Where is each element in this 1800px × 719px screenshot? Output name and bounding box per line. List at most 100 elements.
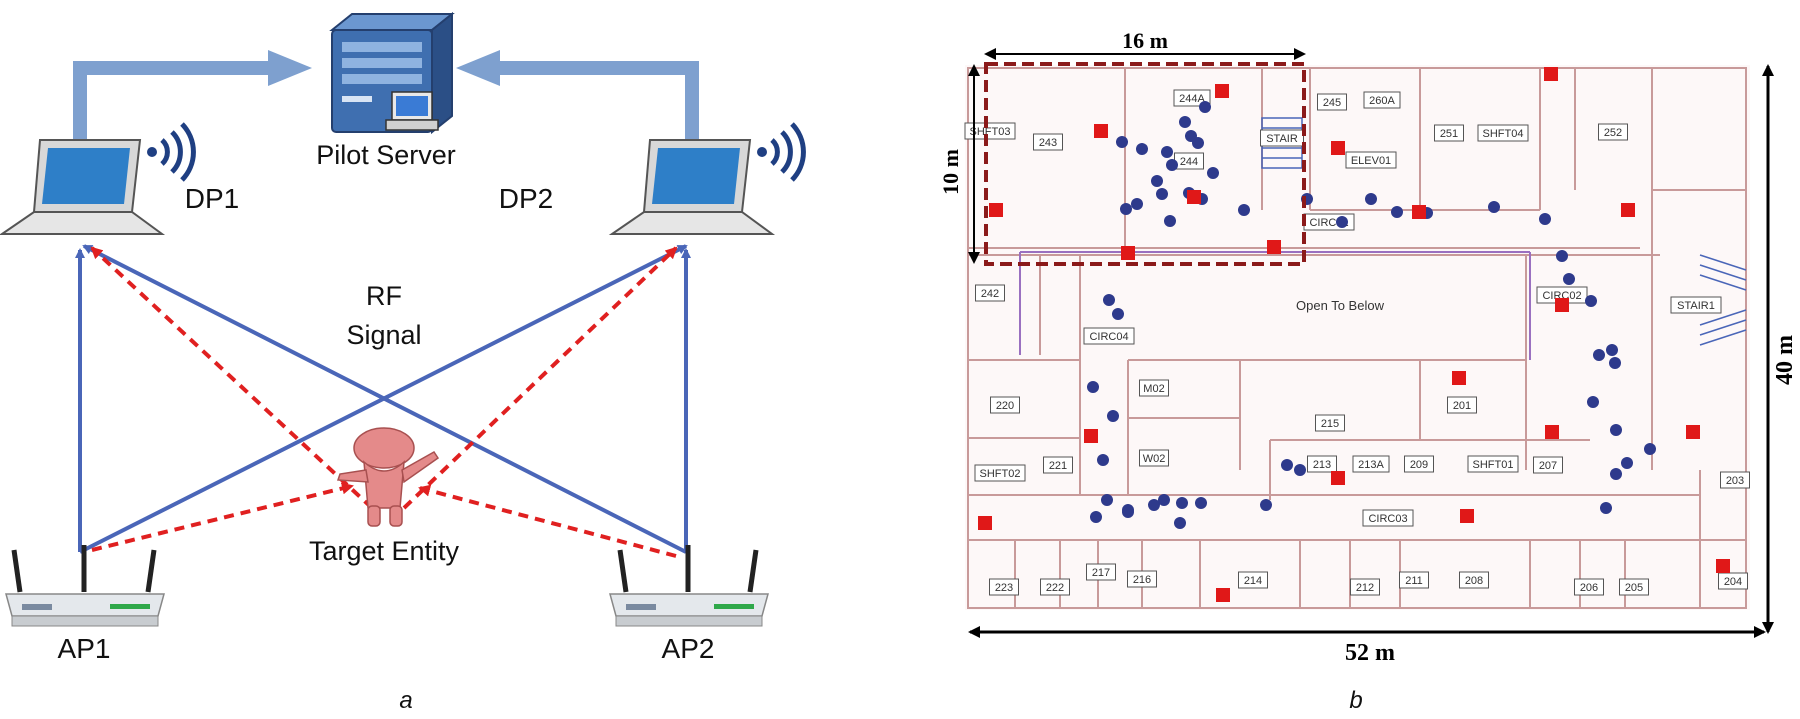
- room-label-box: [1434, 124, 1464, 142]
- room-label-box: [1345, 151, 1397, 169]
- room-label: 214: [1244, 575, 1262, 587]
- dim-label-16m: 16 m: [1122, 28, 1168, 53]
- blue-dot: [1610, 424, 1622, 436]
- room-label: 244A: [1179, 93, 1205, 105]
- blue-dot: [1199, 101, 1211, 113]
- dashed-rf-links: [90, 246, 678, 558]
- red-square: [1331, 471, 1345, 485]
- blue-dot: [1391, 206, 1403, 218]
- blue-dot: [1112, 308, 1124, 320]
- blue-dot: [1488, 201, 1500, 213]
- red-square: [1452, 371, 1466, 385]
- room-label: 252: [1604, 127, 1622, 139]
- rf-signal-line2: Signal: [346, 320, 421, 350]
- blue-dot: [1593, 349, 1605, 361]
- blue-dot: [1148, 499, 1160, 511]
- blue-dot: [1192, 137, 1204, 149]
- target-label: Target Entity: [309, 536, 460, 566]
- room-label-box: [1447, 396, 1477, 414]
- router-icon-ap2: [609, 545, 769, 627]
- room-label-box: [1127, 570, 1157, 588]
- floor-plan-area: [965, 65, 1750, 610]
- ap1-label: AP1: [58, 633, 111, 664]
- wifi-icon-dp2: [757, 122, 806, 182]
- blue-dot: [1365, 193, 1377, 205]
- room-label-box: [1033, 133, 1063, 151]
- room-label: CIRC02: [1542, 290, 1581, 302]
- panel-a: Pilot Server DP1 DP2: [0, 11, 806, 714]
- blue-dot: [1606, 344, 1618, 356]
- red-square: [1216, 588, 1230, 602]
- blue-dot: [1107, 410, 1119, 422]
- blue-dot: [1101, 494, 1113, 506]
- room-label-box: [975, 284, 1005, 302]
- red-square: [1121, 246, 1135, 260]
- laptop-icon-dp1: [0, 139, 166, 235]
- room-label-box: [1574, 578, 1604, 596]
- room-label: SHFT04: [1483, 128, 1524, 140]
- red-square: [1412, 205, 1426, 219]
- red-square: [1215, 84, 1229, 98]
- red-square: [978, 516, 992, 530]
- blue-dot: [1336, 216, 1348, 228]
- room-label: 243: [1039, 137, 1057, 149]
- room-label: 213: [1313, 459, 1331, 471]
- ap2-label: AP2: [662, 633, 715, 664]
- room-label-box: [1083, 327, 1135, 345]
- open-to-below-label: Open To Below: [1296, 298, 1385, 313]
- blue-dot: [1164, 215, 1176, 227]
- blue-dot: [1621, 457, 1633, 469]
- red-square: [1187, 190, 1201, 204]
- blue-dot: [1563, 273, 1575, 285]
- room-label-box: [1040, 578, 1070, 596]
- room-label-box: [1173, 89, 1211, 107]
- room-label: SHFT03: [970, 126, 1011, 138]
- blue-dot: [1116, 136, 1128, 148]
- blue-dot: [1195, 497, 1207, 509]
- room-label-box: [1670, 296, 1722, 314]
- dp1-label: DP1: [185, 183, 239, 214]
- blue-dot: [1131, 198, 1143, 210]
- room-label: 251: [1440, 128, 1458, 140]
- room-label-box: [1399, 571, 1429, 589]
- room-label-box: [989, 578, 1019, 596]
- dim-label-40m: 40 m: [1772, 335, 1798, 385]
- room-label: 245: [1323, 97, 1341, 109]
- laptop-icon-dp2: [608, 139, 776, 235]
- room-label: 242: [981, 288, 999, 300]
- room-label-box: [1260, 129, 1304, 147]
- room-label-box: [1043, 456, 1073, 474]
- blue-dot: [1207, 167, 1219, 179]
- roi-box: [984, 62, 1306, 266]
- blue-dot: [1556, 250, 1568, 262]
- room-label: 207: [1539, 460, 1557, 472]
- room-label-box: [1459, 571, 1489, 589]
- blue-dot: [1539, 213, 1551, 225]
- server-label: Pilot Server: [316, 140, 456, 170]
- room-label: M02: [1143, 383, 1164, 395]
- wifi-icon-dp1: [147, 122, 196, 182]
- blue-dot: [1609, 357, 1621, 369]
- red-square: [1621, 203, 1635, 217]
- dim-label-10m: 10 m: [938, 149, 963, 195]
- room-label-box: [1315, 414, 1345, 432]
- red-square: [1555, 298, 1569, 312]
- blue-dot: [1090, 511, 1102, 523]
- blue-dot: [1644, 443, 1656, 455]
- room-label-box: [1718, 572, 1748, 590]
- uplink-arrow-dp1: [73, 50, 312, 140]
- room-label: 213A: [1358, 459, 1384, 471]
- room-label: 206: [1580, 582, 1598, 594]
- room-label: W02: [1143, 453, 1166, 465]
- uplink-arrow-dp2: [456, 50, 699, 140]
- blue-dot: [1158, 494, 1170, 506]
- room-label: STAIR1: [1677, 300, 1715, 312]
- room-label: 209: [1410, 459, 1428, 471]
- floor-plan-walls: [967, 67, 1747, 609]
- panel-b: SHFT03 243 244A 244 245 260A STAIR ELEV01 251 SHF…: [938, 28, 1798, 714]
- blue-dot: [1156, 188, 1168, 200]
- red-squares: [978, 67, 1730, 602]
- room-label: 208: [1465, 575, 1483, 587]
- red-square: [989, 203, 1003, 217]
- room-label: 211: [1405, 575, 1423, 587]
